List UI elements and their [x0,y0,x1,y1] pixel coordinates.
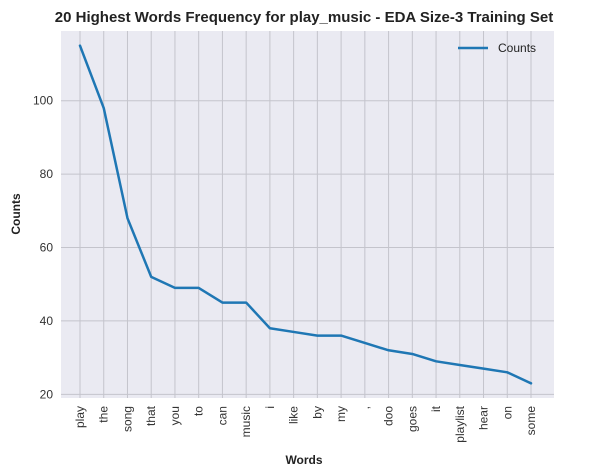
y-tick-label: 80 [40,167,54,181]
x-tick-label: , [358,406,372,409]
x-tick-label: song [120,406,134,432]
x-tick-label: hear [477,406,491,430]
plot-area [61,31,554,398]
legend: Counts [458,41,536,55]
x-tick-label: the [97,406,111,423]
x-tick-label: can [215,406,229,425]
x-tick-label: that [144,405,158,426]
y-tick-label: 100 [33,94,53,108]
y-axis-label: Counts [9,193,23,235]
series-line-counts [78,44,533,385]
x-tick-label: i [263,406,277,409]
y-tick-label: 40 [40,314,54,328]
x-tick-label: playlist [453,405,467,442]
x-tick-label: by [310,406,324,419]
series-layer [78,44,533,385]
y-tick-label: 20 [40,387,54,401]
x-tick-label: on [500,406,514,419]
x-axis-ticks: play the song that you to can music i like by my, do… [73,405,538,442]
x-tick-label: you [168,406,182,425]
x-tick-label: my [334,406,348,422]
x-tick-label: like [287,406,301,424]
grid [61,31,554,398]
x-tick-label: it [429,405,443,412]
x-tick-label: music [239,406,253,437]
x-tick-label: to [192,406,206,416]
x-tick-label: some [524,406,538,436]
y-tick-label: 60 [40,241,54,255]
y-axis-ticks: 20 40 60 80 100 [33,94,53,402]
x-axis-label: Words [285,453,322,467]
chart-title: 20 Highest Words Frequency for play_musi… [55,9,553,26]
x-tick-label: doo [382,406,396,426]
x-tick-label: goes [405,406,419,432]
x-tick-label: play [73,406,87,428]
legend-label: Counts [498,41,536,55]
